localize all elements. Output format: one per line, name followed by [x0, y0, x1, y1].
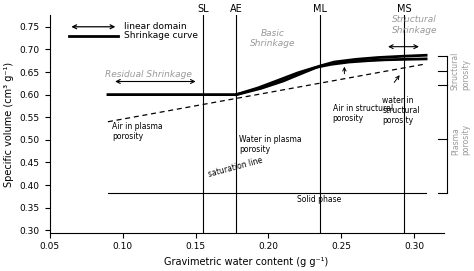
Text: MS: MS [397, 4, 411, 14]
Text: water in
structural
porosity: water in structural porosity [383, 96, 420, 125]
Text: Basic
Shrinkage: Basic Shrinkage [250, 29, 296, 48]
Text: Plasma
porosity: Plasma porosity [451, 123, 470, 154]
Text: AE: AE [230, 4, 243, 14]
Text: linear domain: linear domain [124, 22, 187, 31]
X-axis label: Gravimetric water content (g g⁻¹): Gravimetric water content (g g⁻¹) [164, 257, 329, 267]
Text: Residual Shrinkage: Residual Shrinkage [105, 70, 192, 79]
Text: ML: ML [312, 4, 327, 14]
Text: saturation line: saturation line [207, 156, 264, 179]
Text: Air in structural
porosity: Air in structural porosity [333, 104, 393, 123]
Text: Shrinkage curve: Shrinkage curve [124, 31, 198, 40]
Text: Air in plasma
porosity: Air in plasma porosity [112, 122, 163, 141]
Text: Structural
porosity: Structural porosity [451, 51, 470, 90]
Text: Solid phase: Solid phase [298, 195, 342, 205]
Text: Structural
Shrinkage: Structural Shrinkage [392, 15, 437, 35]
Y-axis label: Specific volume (cm³ g⁻¹): Specific volume (cm³ g⁻¹) [4, 62, 14, 186]
Text: SL: SL [197, 4, 209, 14]
Text: Water in plasma
porosity: Water in plasma porosity [239, 135, 302, 154]
